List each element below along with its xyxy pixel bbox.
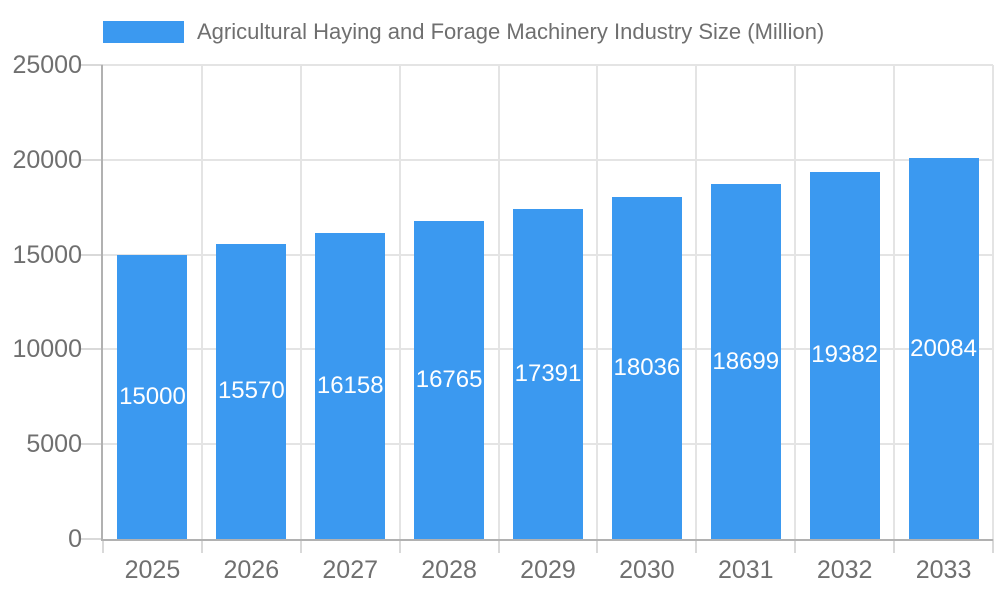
bar-value-label: 18699 <box>712 347 780 375</box>
x-axis-tick <box>695 539 698 553</box>
y-axis-tick <box>81 64 103 66</box>
bar: 16158 <box>315 232 386 539</box>
vertical-gridline <box>200 65 203 539</box>
bar: 17391 <box>513 209 583 539</box>
x-axis-tick-label: 2030 <box>619 556 675 584</box>
y-axis-line <box>101 65 103 541</box>
x-axis-tick <box>596 539 599 553</box>
vertical-gridline <box>794 65 797 539</box>
vertical-gridline <box>992 65 994 539</box>
x-axis-tick <box>102 539 104 553</box>
y-axis-tick <box>81 348 103 351</box>
x-axis-tick-label: 2028 <box>421 556 477 584</box>
x-axis-tick <box>497 539 500 553</box>
chart-legend: Agricultural Haying and Forage Machinery… <box>103 20 824 44</box>
bar: 15000 <box>117 254 188 539</box>
x-axis-tick <box>299 539 302 553</box>
bar-value-label: 15570 <box>217 377 285 405</box>
x-axis-tick-label: 2029 <box>520 556 576 584</box>
bar-value-label: 16765 <box>415 366 483 394</box>
bar: 16765 <box>414 221 485 539</box>
bar-value-label: 16158 <box>316 371 384 399</box>
bar-value-label: 15000 <box>119 382 186 410</box>
y-axis-tick-label: 0 <box>68 525 82 553</box>
y-axis-tick <box>81 158 103 161</box>
bar: 18036 <box>611 197 682 539</box>
y-axis-tick <box>81 538 103 540</box>
y-axis-tick-label: 25000 <box>12 51 82 79</box>
x-axis-tick <box>992 539 994 553</box>
y-axis-tick <box>81 443 103 446</box>
y-axis-tick-label: 10000 <box>12 335 82 364</box>
y-axis-tick-label: 20000 <box>12 145 82 174</box>
bar-value-label: 19382 <box>811 341 879 369</box>
legend-swatch-icon <box>103 21 184 43</box>
vertical-gridline <box>398 65 401 539</box>
x-axis-tick <box>200 539 203 553</box>
vertical-gridline <box>497 65 500 539</box>
x-axis-line <box>101 539 993 541</box>
x-axis-tick-label: 2033 <box>915 556 972 584</box>
bar-value-label: 17391 <box>514 360 582 388</box>
x-axis-tick-label: 2025 <box>124 556 181 584</box>
vertical-gridline <box>596 65 599 539</box>
y-axis-tick <box>81 253 103 256</box>
x-axis-tick-label: 2032 <box>816 556 873 584</box>
y-axis-tick-label: 15000 <box>12 240 82 269</box>
vertical-gridline <box>695 65 698 539</box>
x-axis-tick <box>794 539 797 553</box>
x-axis-tick-label: 2027 <box>322 556 379 584</box>
legend-label: Agricultural Haying and Forage Machinery… <box>197 19 825 44</box>
bar-value-label: 20084 <box>910 334 977 362</box>
bar-value-label: 18036 <box>613 354 681 381</box>
bar: 19382 <box>809 171 880 539</box>
x-axis-tick <box>893 539 896 553</box>
bar: 15570 <box>216 243 287 539</box>
y-axis-tick-label: 5000 <box>26 430 82 459</box>
horizontal-gridline <box>103 158 993 161</box>
bar: 18699 <box>710 184 781 539</box>
horizontal-gridline <box>103 64 993 66</box>
x-axis-tick <box>398 539 401 553</box>
vertical-gridline <box>299 65 302 539</box>
vertical-gridline <box>893 65 896 539</box>
bar: 20084 <box>908 158 979 539</box>
x-axis-tick-label: 2031 <box>717 556 774 584</box>
x-axis-tick-label: 2026 <box>223 556 280 584</box>
